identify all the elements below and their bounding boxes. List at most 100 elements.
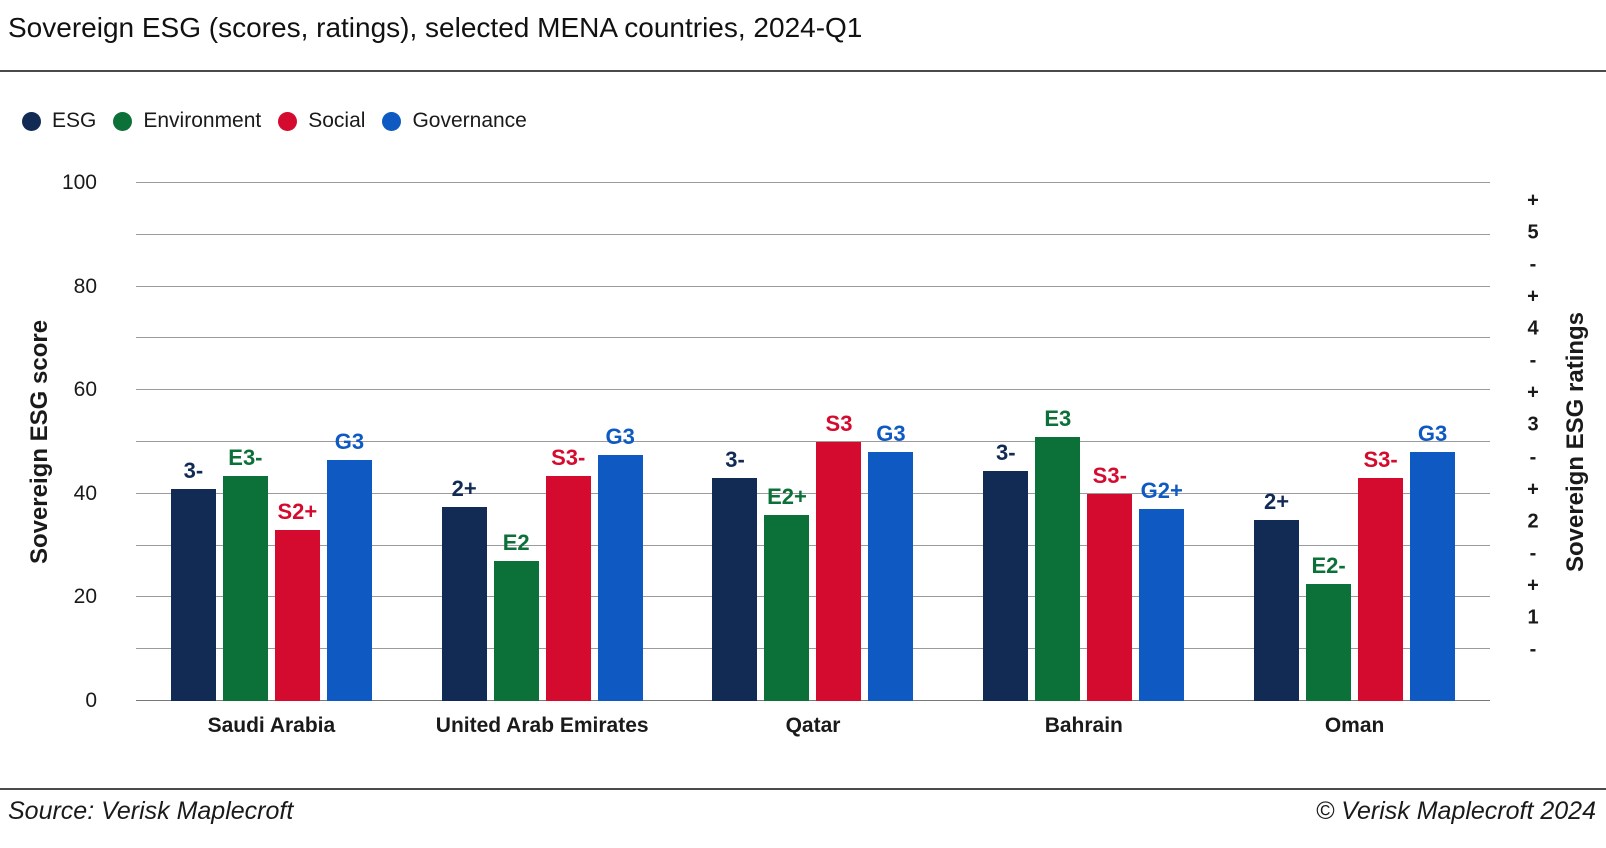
x-axis-category-label: United Arab Emirates — [435, 714, 649, 737]
rating-label: 3- — [183, 457, 204, 483]
rating-label: G3 — [334, 429, 365, 455]
bar-group-oman: 2+ E2- S3- G3 Oman — [1219, 183, 1490, 737]
y-axis-left-tick: 0 — [85, 689, 97, 712]
rating-label: E2- — [1311, 553, 1346, 579]
rating-label: E3- — [228, 444, 263, 470]
bar-social: S3- — [1358, 447, 1404, 701]
rating-label: 2+ — [451, 475, 477, 501]
x-axis-category-label: Oman — [1324, 714, 1385, 737]
plot-area: 3- E3- S2+ G3 Saudi Arabia 2+ E2 S3- G3 United Ar… — [136, 182, 1490, 737]
rating-label: E2 — [502, 530, 530, 556]
bar-social: S3- — [545, 445, 591, 701]
rating-label: G3 — [876, 421, 906, 447]
legend-item-environment: Environment — [113, 109, 261, 133]
bar-social: S3 — [816, 411, 862, 701]
y-axis-right-tick: + — [1527, 478, 1539, 501]
rating-label: 2+ — [1264, 488, 1290, 514]
y-axis-right-tick: - — [1529, 446, 1537, 468]
x-axis-category-label: Bahrain — [1044, 714, 1123, 737]
rating-label: 3- — [725, 447, 745, 473]
rating-label: S3 — [825, 411, 853, 436]
gridline — [136, 596, 1490, 598]
legend: ESG Environment Social Governance — [22, 109, 527, 133]
y-axis-right-tick: - — [1529, 349, 1537, 372]
y-axis-left-tick: 80 — [73, 274, 97, 298]
gridline — [136, 182, 1490, 183]
rating-label: E3 — [1044, 405, 1072, 431]
y-axis-right-tick: + — [1527, 381, 1539, 404]
y-axis-right-tick: + — [1527, 574, 1539, 597]
bar-esg: 3- — [170, 458, 216, 701]
bar-social: S3- — [1087, 463, 1133, 701]
gridline — [136, 337, 1490, 339]
bar-environment: E2+ — [764, 484, 810, 701]
rating-label: S3- — [551, 444, 586, 470]
y-axis-right-tick: - — [1529, 638, 1537, 661]
gridline — [136, 441, 1490, 442]
legend-item-esg: ESG — [22, 109, 96, 133]
bar-group-saudi-arabia: 3- E3- S2+ G3 Saudi Arabia — [136, 183, 407, 737]
y-axis-left-tick: 40 — [73, 481, 97, 505]
bar-environment: E3 — [1035, 406, 1081, 701]
legend-label: Social — [308, 109, 366, 132]
bar-esg: 3- — [712, 447, 758, 701]
bar-group-bahrain: 3- E3 S3- G2+ Bahrain — [948, 183, 1219, 737]
bar-governance: G3 — [1410, 421, 1456, 701]
y-axis-right-tick: + — [1527, 189, 1539, 212]
y-axis-right-tick: 4 — [1527, 317, 1539, 340]
bar-groups: 3- E3- S2+ G3 Saudi Arabia 2+ E2 S3- G3 United Ar… — [136, 183, 1490, 737]
rating-label: G3 — [605, 423, 635, 449]
footer-divider — [0, 788, 1606, 790]
copyright-note: © Verisk Maplecroft 2024 — [1315, 797, 1596, 825]
y-axis-right-tick: + — [1527, 285, 1539, 308]
rating-label: 3- — [996, 439, 1016, 465]
y-axis-left-tick: 100 — [61, 171, 97, 194]
legend-label: Governance — [412, 109, 527, 132]
rating-label: G3 — [1417, 421, 1448, 447]
y-axis-right-tick: - — [1529, 253, 1537, 276]
legend-item-social: Social — [278, 109, 365, 133]
y-axis-right-tick: 5 — [1527, 221, 1539, 244]
gridline — [136, 492, 1490, 494]
source-note: Source: Verisk Maplecroft — [8, 797, 294, 825]
bar-governance: G3 — [868, 421, 914, 701]
gridline — [136, 544, 1490, 546]
gridline — [136, 233, 1490, 235]
bar-governance: G3 — [597, 424, 643, 701]
gridline — [136, 389, 1490, 391]
gridline — [136, 648, 1490, 650]
legend-dot-icon — [22, 111, 41, 131]
gridline — [136, 285, 1490, 287]
legend-item-governance: Governance — [382, 109, 527, 133]
title-divider — [0, 70, 1606, 72]
y-axis-right-tick: - — [1529, 542, 1537, 565]
bar-governance: G3 — [326, 429, 372, 701]
bar-social: S2+ — [274, 499, 320, 701]
rating-label: E2+ — [767, 483, 807, 509]
bar-group-qatar: 3- E2+ S3 G3 Qatar — [678, 183, 949, 737]
y-axis-left-tick: 20 — [73, 585, 97, 609]
bar-group-united-arab-emirates: 2+ E2 S3- G3 United Arab Emirates — [407, 183, 678, 737]
y-axis-left-tick: 60 — [73, 378, 97, 402]
y-axis-right-ticks: +5 - +4 - +3 - +2 - +1 - — [1490, 183, 1576, 701]
y-axis-right-tick: 2 — [1527, 510, 1539, 533]
legend-label: ESG — [52, 109, 97, 132]
legend-dot-icon — [382, 111, 402, 131]
bar-esg: 3- — [983, 440, 1029, 701]
rating-label: G2+ — [1140, 478, 1183, 504]
bar-environment: E3- — [222, 445, 268, 701]
legend-label: Environment — [143, 109, 262, 132]
rating-label: S2+ — [277, 499, 318, 525]
bar-esg: 2+ — [1254, 489, 1300, 701]
bar-esg: 2+ — [441, 476, 487, 701]
y-axis-right-tick: 3 — [1527, 413, 1539, 436]
legend-dot-icon — [278, 111, 298, 131]
x-axis-category-label: Qatar — [785, 714, 841, 737]
chart-title: Sovereign ESG (scores, ratings), selecte… — [8, 12, 863, 43]
x-axis-category-label: Saudi Arabia — [207, 714, 336, 737]
bar-governance: G2+ — [1139, 478, 1185, 701]
legend-dot-icon — [113, 111, 133, 131]
y-axis-right-tick: 1 — [1527, 606, 1539, 629]
bar-environment: E2 — [493, 530, 539, 701]
y-axis-left-ticks: 100 80 60 40 20 0 — [0, 171, 97, 712]
